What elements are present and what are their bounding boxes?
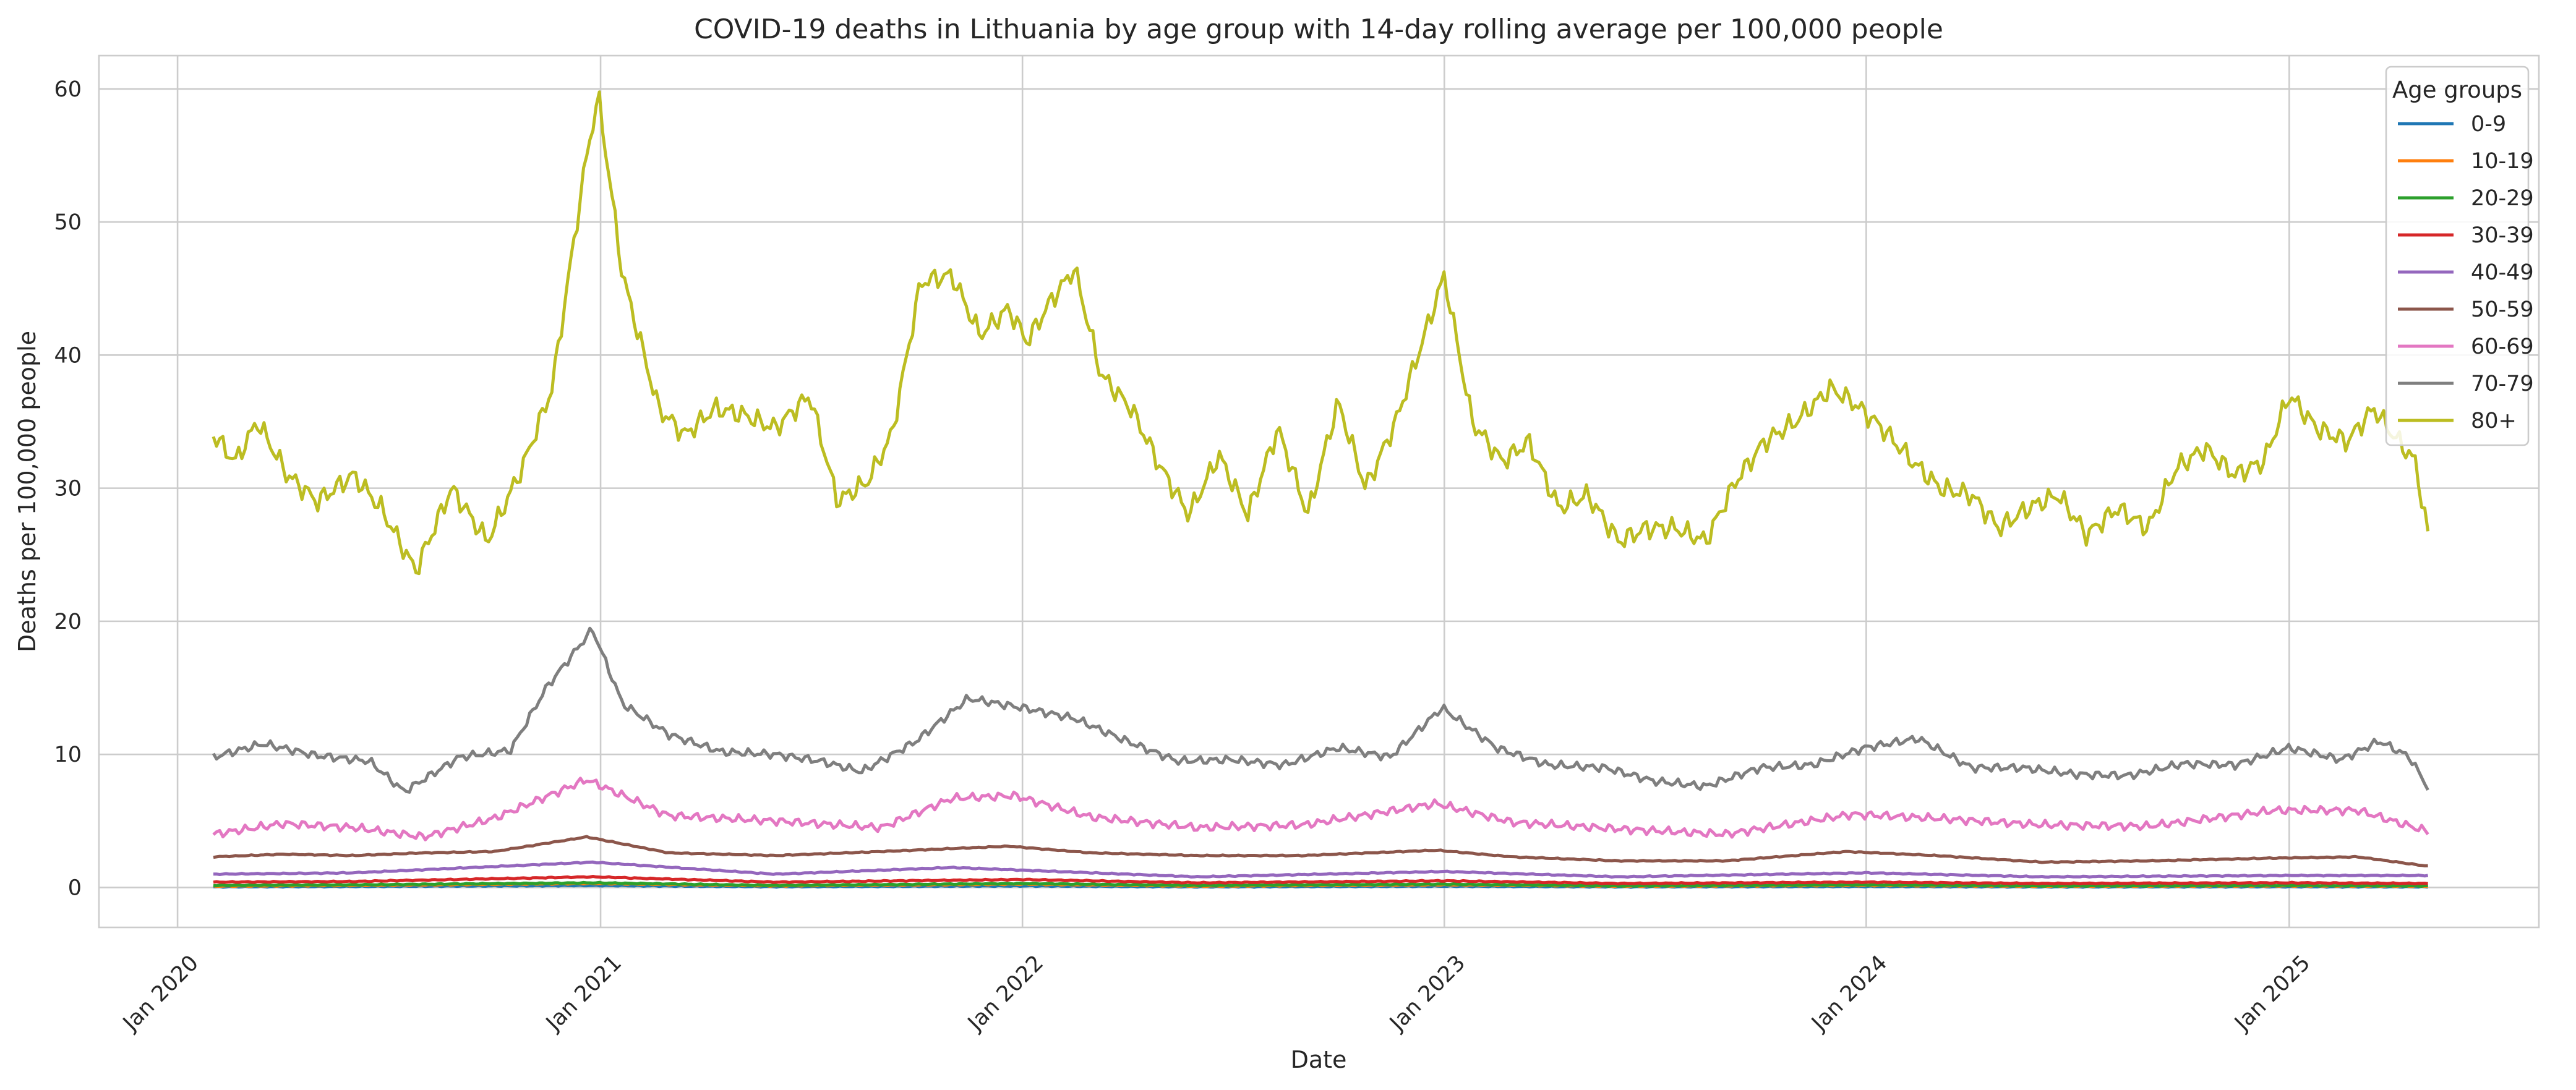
series-lines (212, 90, 2430, 889)
legend-items: 0-9 10-19 20-29 30-39 40-49 50-59 60-69 70-79 80… (2398, 112, 2534, 433)
legend-label: 20-29 (2471, 186, 2534, 211)
legend-label: 0-9 (2471, 112, 2506, 137)
plot-frame (98, 54, 2540, 929)
y-tick-label: 10 (54, 743, 82, 767)
y-tick-labels: 0 10 20 30 40 50 60 (54, 77, 82, 901)
series-line-30-39 (213, 875, 2428, 886)
legend: Age groups 0-9 10-19 20-29 30-39 40-49 50-59 6… (2385, 66, 2534, 446)
y-tick-label: 30 (54, 477, 82, 501)
series-line-80+ (212, 90, 2430, 576)
y-tick-label: 60 (54, 77, 82, 102)
legend-label: 50-59 (2471, 297, 2534, 322)
y-gridlines (99, 88, 2539, 888)
y-tick-label: 40 (54, 343, 82, 368)
x-gridlines (176, 56, 2290, 927)
series-line-40-49 (213, 860, 2429, 879)
y-tick-label: 20 (54, 610, 82, 634)
x-axis-label: Date (1291, 1046, 1347, 1073)
y-axis-label: Deaths per 100,000 people (14, 331, 41, 652)
y-tick-label: 0 (68, 875, 82, 900)
series-line-50-59 (213, 835, 2428, 867)
legend-label: 10-19 (2471, 149, 2534, 174)
legend-label: 80+ (2471, 409, 2517, 433)
y-tick-label: 50 (54, 210, 82, 235)
series-line-60-69 (212, 777, 2429, 841)
chart-title: COVID-19 deaths in Lithuania by age grou… (694, 14, 1943, 45)
legend-label: 70-79 (2471, 372, 2534, 396)
series-line-20-29 (213, 880, 2428, 888)
legend-title: Age groups (2392, 77, 2522, 103)
legend-label: 60-69 (2471, 334, 2534, 359)
series-line-70-79 (212, 626, 2429, 794)
legend-label: 40-49 (2471, 260, 2534, 285)
legend-label: 30-39 (2471, 223, 2534, 248)
